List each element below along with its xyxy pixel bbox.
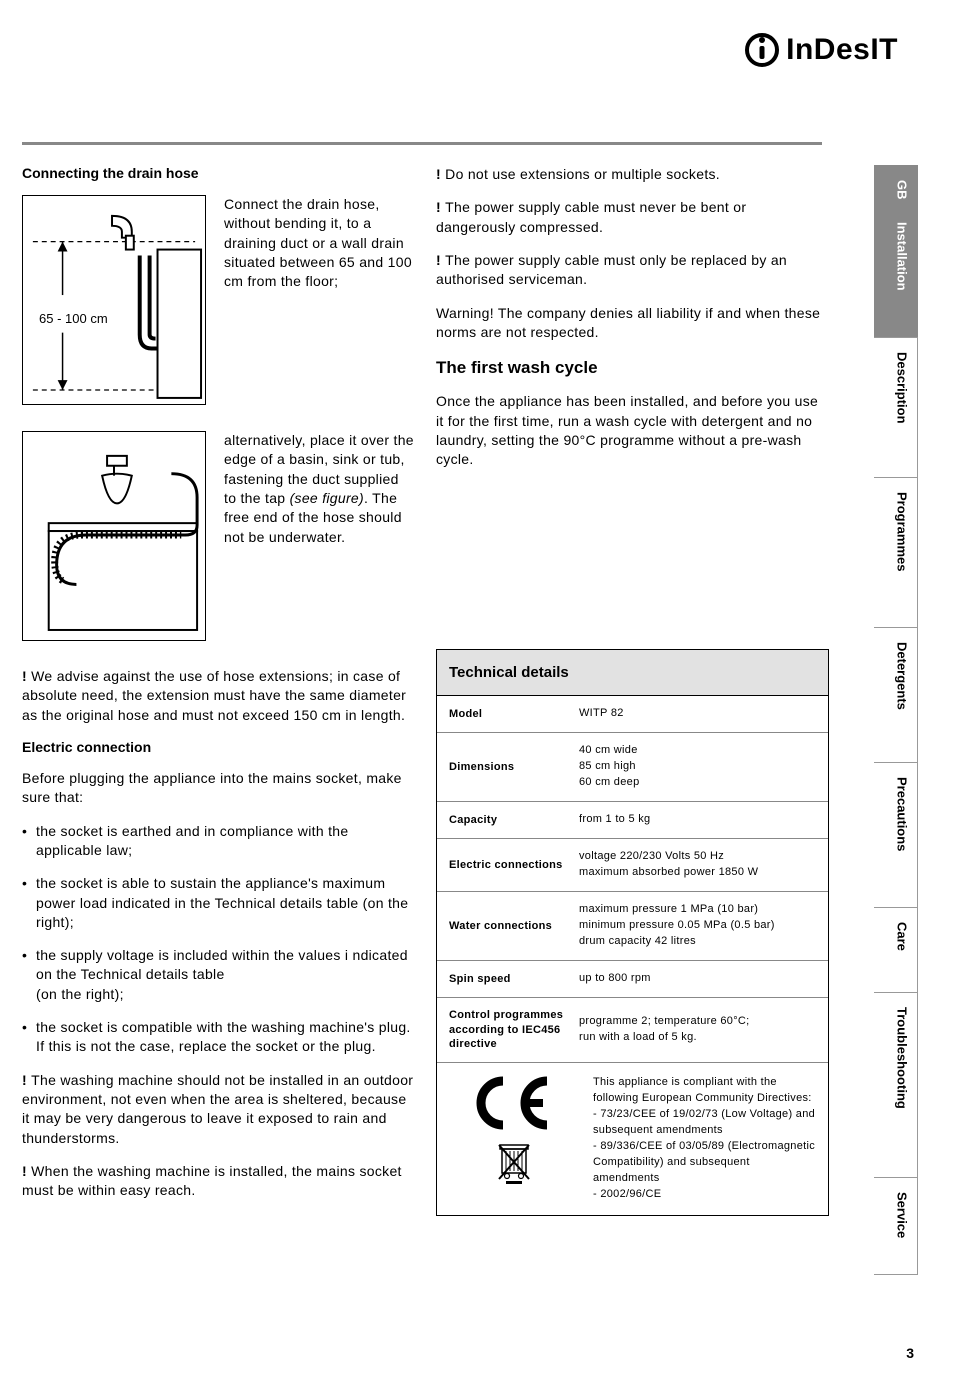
table-row: Model WITP 82 <box>437 696 828 733</box>
warning-liability: Warning! The company denies all liabilit… <box>436 304 829 343</box>
figure-2-text-em: (see figure) <box>290 490 364 506</box>
td-label-dimensions: Dimensions <box>449 761 579 773</box>
heading-electric: Electric connection <box>22 739 415 755</box>
tab-programmes[interactable]: Programmes <box>874 477 918 627</box>
checklist-item: the socket is compatible with the washin… <box>22 1018 415 1057</box>
warning-cable-bent: The power supply cable must never be ben… <box>436 198 829 237</box>
tab-description[interactable]: Description <box>874 337 918 477</box>
td-value-ce: This appliance is compliant with the fol… <box>593 1075 816 1203</box>
electric-checklist: the socket is earthed and in compliance … <box>22 822 415 1057</box>
paragraph-socket-reach: When the washing machine is installed, t… <box>22 1162 415 1201</box>
table-row: Control programmes according to IEC456 d… <box>437 998 828 1064</box>
tab-troubleshooting[interactable]: Troubleshooting <box>874 992 918 1177</box>
figure-drain-wall: 65 - 100 cm <box>22 195 206 405</box>
td-value-iec: programme 2; temperature 60°C; run with … <box>579 1014 816 1046</box>
td-label-electric: Electric connections <box>449 859 579 871</box>
td-label-water: Water connections <box>449 920 579 932</box>
table-row: Water connections maximum pressure 1 MPa… <box>437 892 828 961</box>
figure-2-text: alternatively, place it over the edge of… <box>224 431 415 547</box>
paragraph-first-wash: Once the appliance has been installed, a… <box>436 392 829 469</box>
tab-service[interactable]: Service <box>874 1177 918 1275</box>
figure-1-row: 65 - 100 cm Connect the drain hose, with… <box>22 195 415 405</box>
paragraph-before-plugging: Before plugging the appliance into the m… <box>22 769 415 808</box>
td-value-model: WITP 82 <box>579 706 816 722</box>
td-label-capacity: Capacity <box>449 814 579 826</box>
table-row: Capacity from 1 to 5 kg <box>437 802 828 839</box>
weee-bin-icon <box>496 1141 532 1185</box>
page-number: 3 <box>906 1345 914 1361</box>
tab-country[interactable]: GB <box>874 165 918 207</box>
table-row: Spin speed up to 800 rpm <box>437 961 828 998</box>
td-value-spin: up to 800 rpm <box>579 971 816 987</box>
td-label-model: Model <box>449 708 579 720</box>
td-label-iec: Control programmes according to IEC456 d… <box>449 1008 579 1053</box>
figure-drain-basin <box>22 431 206 641</box>
table-row: Dimensions 40 cm wide 85 cm high 60 cm d… <box>437 733 828 802</box>
figure-2-row: alternatively, place it over the edge of… <box>22 431 415 641</box>
td-value-dimensions: 40 cm wide 85 cm high 60 cm deep <box>579 743 816 791</box>
td-value-water: maximum pressure 1 MPa (10 bar) minimum … <box>579 902 816 950</box>
td-value-capacity: from 1 to 5 kg <box>579 812 816 828</box>
tab-precautions[interactable]: Precautions <box>874 762 918 907</box>
tab-care[interactable]: Care <box>874 907 918 992</box>
brand-name: InDesIT <box>786 33 898 67</box>
horizontal-rule <box>22 142 822 145</box>
td-label-spin: Spin speed <box>449 973 579 985</box>
tab-detergents[interactable]: Detergents <box>874 627 918 762</box>
td-value-electric: voltage 220/230 Volts 50 Hz maximum abso… <box>579 849 816 881</box>
warning-extensions: Do not use extensions or multiple socket… <box>436 165 829 184</box>
left-column: Connecting the drain hose 65 - 100 c <box>22 165 415 1215</box>
table-row-ce: This appliance is compliant with the fol… <box>437 1063 828 1215</box>
brand-logo: InDesIT <box>744 32 898 68</box>
sidebar-tabs: GB Installation Description Programmes D… <box>874 165 918 1275</box>
checklist-item: the supply voltage is included within th… <box>22 946 415 1004</box>
figure-1-label: 65 - 100 cm <box>39 311 108 326</box>
technical-details-title: Technical details <box>437 650 828 696</box>
table-row: Electric connections voltage 220/230 Vol… <box>437 839 828 892</box>
logo-icon <box>744 32 780 68</box>
right-column: Do not use extensions or multiple socket… <box>436 165 829 1216</box>
tab-installation[interactable]: Installation <box>874 207 918 337</box>
checklist-item: the socket is able to sustain the applia… <box>22 874 415 932</box>
figure-1-text: Connect the drain hose, without bending … <box>224 195 415 292</box>
paragraph-hose-advise: We advise against the use of hose extens… <box>22 667 415 725</box>
heading-drain-hose: Connecting the drain hose <box>22 165 415 181</box>
checklist-item: the socket is earthed and in compliance … <box>22 822 415 861</box>
technical-details-table: Technical details Model WITP 82 Dimensio… <box>436 649 829 1215</box>
ce-mark-icon <box>469 1075 559 1131</box>
paragraph-outdoor-warning: The washing machine should not be instal… <box>22 1071 415 1148</box>
heading-first-wash: The first wash cycle <box>436 358 829 378</box>
warning-cable-replace: The power supply cable must only be repl… <box>436 251 829 290</box>
